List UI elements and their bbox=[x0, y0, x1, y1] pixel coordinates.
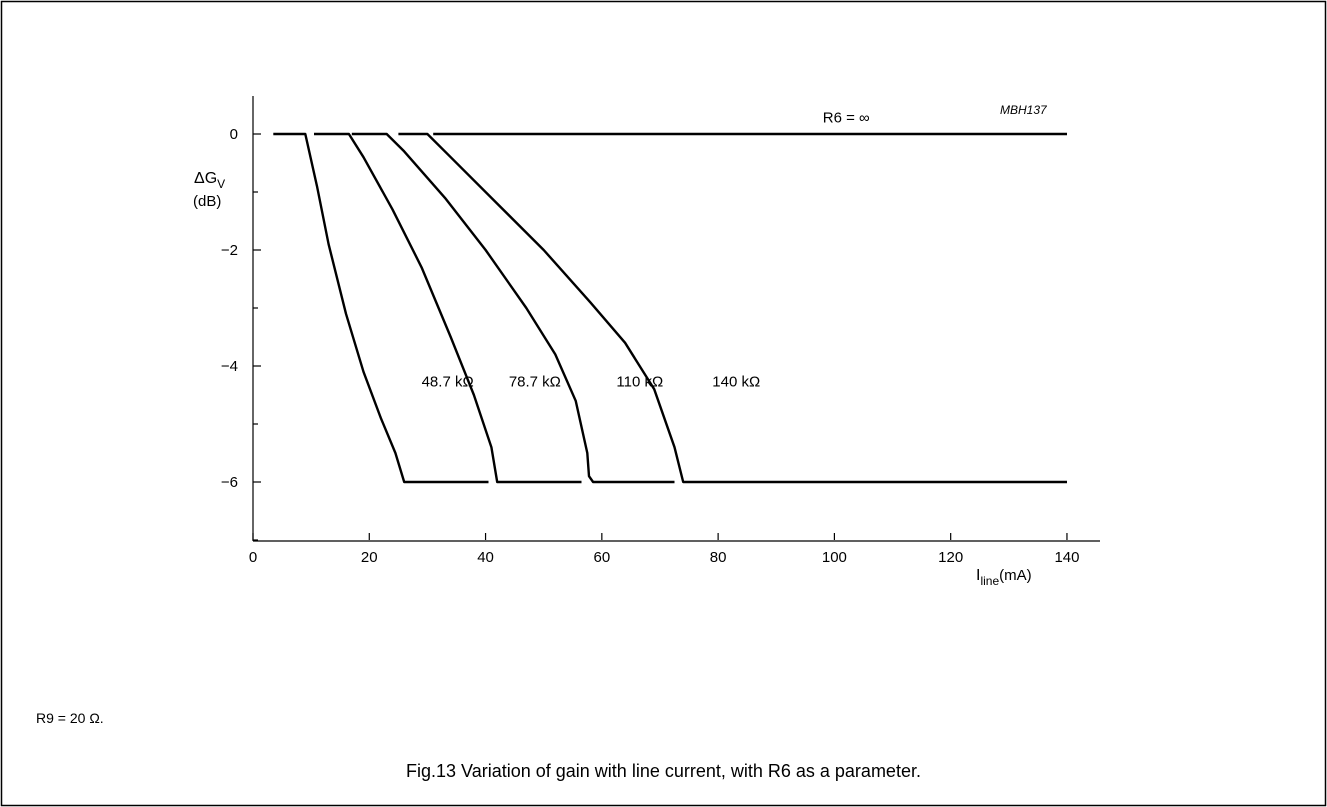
figure-caption: Fig.13 Variation of gain with line curre… bbox=[406, 761, 921, 781]
y-tick-label: −2 bbox=[221, 242, 238, 259]
x-tick-label: 120 bbox=[938, 549, 963, 566]
y-axis-unit: (dB) bbox=[193, 193, 221, 210]
series-curve-2 bbox=[314, 132, 582, 484]
y-tick-label: −4 bbox=[221, 358, 238, 375]
x-axis-label: Iline(mA) bbox=[976, 567, 1032, 588]
series-curve-3 bbox=[351, 132, 675, 484]
figure-code: MBH137 bbox=[1000, 103, 1048, 117]
series-label-0: R6 = ∞ bbox=[823, 109, 870, 126]
axis-ticks bbox=[252, 133, 1068, 541]
x-tick-label: 60 bbox=[593, 549, 610, 566]
series-curve-1 bbox=[273, 132, 489, 484]
y-tick-label: 0 bbox=[230, 126, 238, 143]
series-label-3: 110 kΩ bbox=[616, 373, 663, 390]
x-tick-label: 40 bbox=[477, 549, 494, 566]
series-curve-4 bbox=[398, 132, 1067, 484]
x-tick-label: 100 bbox=[822, 549, 847, 566]
series-labels: R6 = ∞ 48.7 kΩ 78.7 kΩ 110 kΩ 140 kΩ bbox=[422, 109, 870, 390]
x-tick-label: 0 bbox=[249, 549, 257, 566]
x-tick-label: 80 bbox=[710, 549, 727, 566]
x-tick-label: 20 bbox=[361, 549, 378, 566]
x-tick-label: 140 bbox=[1054, 549, 1079, 566]
y-tick-label: −6 bbox=[221, 474, 238, 491]
resistor-note: R9 = 20 Ω. bbox=[36, 710, 104, 726]
series-label-4: 140 kΩ bbox=[712, 373, 760, 390]
series-label-2: 78.7 kΩ bbox=[509, 373, 561, 390]
series-curves bbox=[273, 132, 1067, 484]
gain-vs-line-current-chart: 0 20 40 60 80 100 120 140 0 −2 −4 −6 R6 = ∞ 48.7 kΩ 7… bbox=[193, 96, 1100, 588]
axis-tick-labels: 0 20 40 60 80 100 120 140 0 −2 −4 −6 bbox=[221, 126, 1080, 566]
series-label-1: 48.7 kΩ bbox=[422, 373, 474, 390]
y-axis-label: ΔGV bbox=[194, 170, 225, 191]
